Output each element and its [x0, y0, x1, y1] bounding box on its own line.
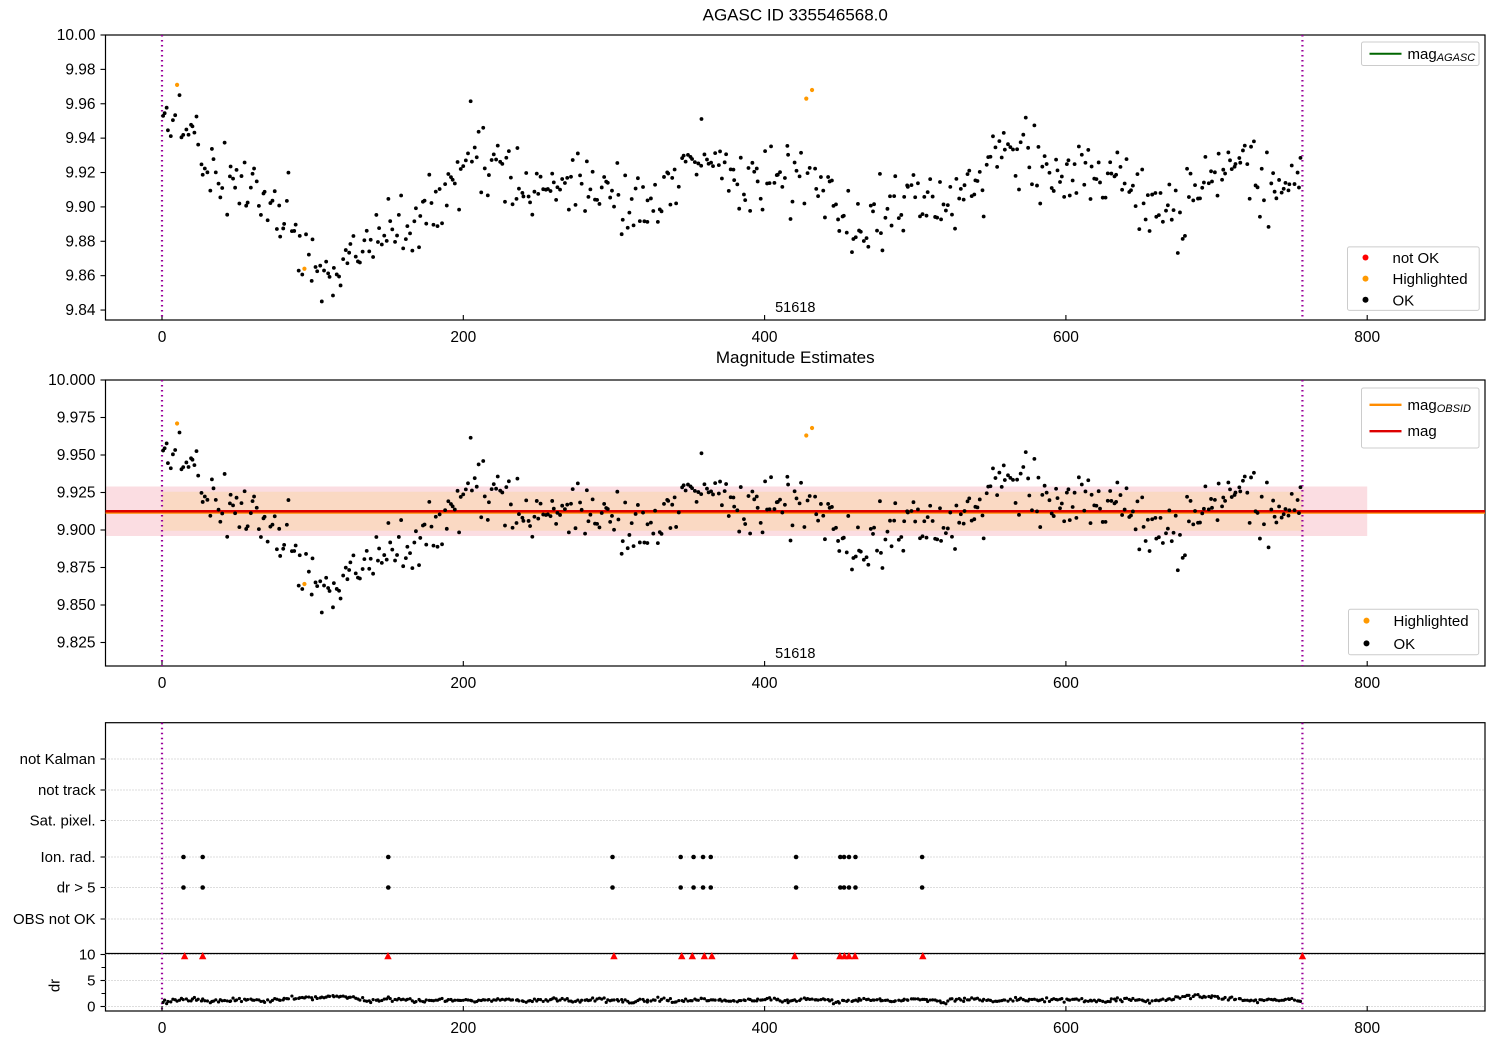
svg-text:dr > 5: dr > 5 — [57, 880, 96, 897]
svg-text:200: 200 — [450, 1020, 476, 1037]
svg-text:0: 0 — [158, 675, 167, 692]
svg-text:51618: 51618 — [775, 646, 815, 662]
svg-text:OK: OK — [1393, 292, 1415, 309]
svg-text:dr: dr — [47, 979, 64, 992]
svg-text:800: 800 — [1354, 675, 1380, 692]
svg-text:800: 800 — [1354, 1020, 1380, 1037]
svg-text:Highlighted: Highlighted — [1393, 271, 1468, 288]
svg-text:0: 0 — [158, 1020, 167, 1037]
svg-text:9.88: 9.88 — [65, 233, 95, 250]
svg-text:9.92: 9.92 — [65, 165, 95, 182]
svg-text:9.975: 9.975 — [57, 410, 96, 427]
svg-text:200: 200 — [450, 329, 476, 346]
svg-text:9.875: 9.875 — [57, 560, 96, 577]
svg-text:Ion. rad.: Ion. rad. — [40, 849, 95, 866]
svg-text:not track: not track — [38, 782, 96, 799]
svg-text:9.850: 9.850 — [57, 597, 96, 614]
svg-text:9.96: 9.96 — [65, 96, 95, 113]
svg-text:600: 600 — [1053, 1020, 1079, 1037]
svg-text:Sat. pixel.: Sat. pixel. — [30, 813, 96, 830]
svg-text:not OK: not OK — [1393, 250, 1440, 267]
svg-text:600: 600 — [1053, 329, 1079, 346]
svg-text:9.825: 9.825 — [57, 635, 96, 652]
svg-text:mag: mag — [1408, 423, 1437, 440]
svg-text:400: 400 — [752, 675, 778, 692]
svg-text:10.00: 10.00 — [57, 27, 96, 44]
svg-text:0: 0 — [87, 999, 95, 1016]
svg-text:AGASC ID 335546568.0: AGASC ID 335546568.0 — [703, 6, 888, 25]
svg-text:200: 200 — [450, 675, 476, 692]
svg-text:9.84: 9.84 — [65, 302, 96, 319]
svg-text:600: 600 — [1053, 675, 1079, 692]
svg-text:9.98: 9.98 — [65, 61, 95, 78]
svg-text:not Kalman: not Kalman — [20, 751, 96, 768]
svg-text:0: 0 — [158, 329, 167, 346]
svg-text:Magnitude Estimates: Magnitude Estimates — [716, 348, 875, 367]
svg-text:9.90: 9.90 — [65, 199, 96, 216]
svg-text:OK: OK — [1394, 636, 1416, 653]
svg-text:9.950: 9.950 — [57, 447, 96, 464]
svg-text:5: 5 — [87, 973, 95, 990]
svg-text:800: 800 — [1354, 329, 1380, 346]
svg-text:9.900: 9.900 — [57, 522, 96, 539]
svg-text:Highlighted: Highlighted — [1394, 613, 1469, 630]
svg-text:9.94: 9.94 — [65, 130, 96, 147]
svg-text:51618: 51618 — [775, 300, 815, 316]
svg-text:OBS not OK: OBS not OK — [13, 911, 96, 928]
svg-text:400: 400 — [752, 329, 778, 346]
svg-text:10: 10 — [79, 947, 96, 964]
svg-text:9.86: 9.86 — [65, 268, 95, 285]
svg-text:400: 400 — [752, 1020, 778, 1037]
svg-text:10.000: 10.000 — [48, 372, 96, 389]
svg-text:9.925: 9.925 — [57, 485, 96, 502]
